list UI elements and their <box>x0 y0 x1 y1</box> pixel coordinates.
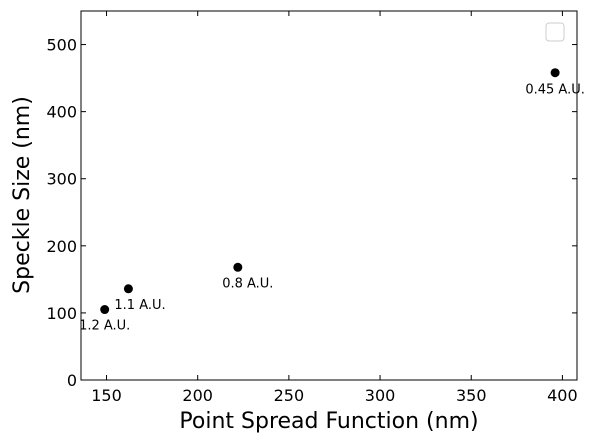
data-point-label: 0.45 A.U. <box>525 83 585 98</box>
y-axis-label: Speckle Size (nm) <box>10 96 35 294</box>
data-point-label: 0.8 A.U. <box>222 276 273 291</box>
y-tick-label: 0 <box>67 371 77 390</box>
y-axis-ticks: 0 100 200 300 400 500 <box>46 36 577 390</box>
data-point-label: 1.2 A.U. <box>79 319 130 334</box>
data-point <box>233 262 243 272</box>
y-tick-label: 400 <box>46 103 77 122</box>
x-tick-label: 150 <box>91 386 122 405</box>
y-tick-label: 500 <box>46 36 77 55</box>
plot-area <box>80 10 578 381</box>
y-tick-label: 100 <box>46 304 77 323</box>
data-point <box>123 284 133 294</box>
x-axis-ticks: 150 200 250 300 350 400 <box>91 11 578 405</box>
x-tick-label: 350 <box>456 386 487 405</box>
data-point <box>100 305 110 315</box>
data-point <box>550 68 560 78</box>
data-points <box>100 68 560 315</box>
legend-box <box>545 22 565 42</box>
x-tick-label: 200 <box>182 386 213 405</box>
x-tick-label: 300 <box>365 386 396 405</box>
x-tick-label: 250 <box>274 386 305 405</box>
x-tick-label: 400 <box>547 386 578 405</box>
x-axis-label: Point Spread Function (nm) <box>179 409 478 434</box>
y-tick-label: 200 <box>46 237 77 256</box>
data-point-labels: 1.2 A.U. 1.1 A.U. 0.8 A.U. 0.45 A.U. <box>79 83 585 334</box>
y-tick-label: 300 <box>46 170 77 189</box>
data-point-label: 1.1 A.U. <box>114 298 165 313</box>
